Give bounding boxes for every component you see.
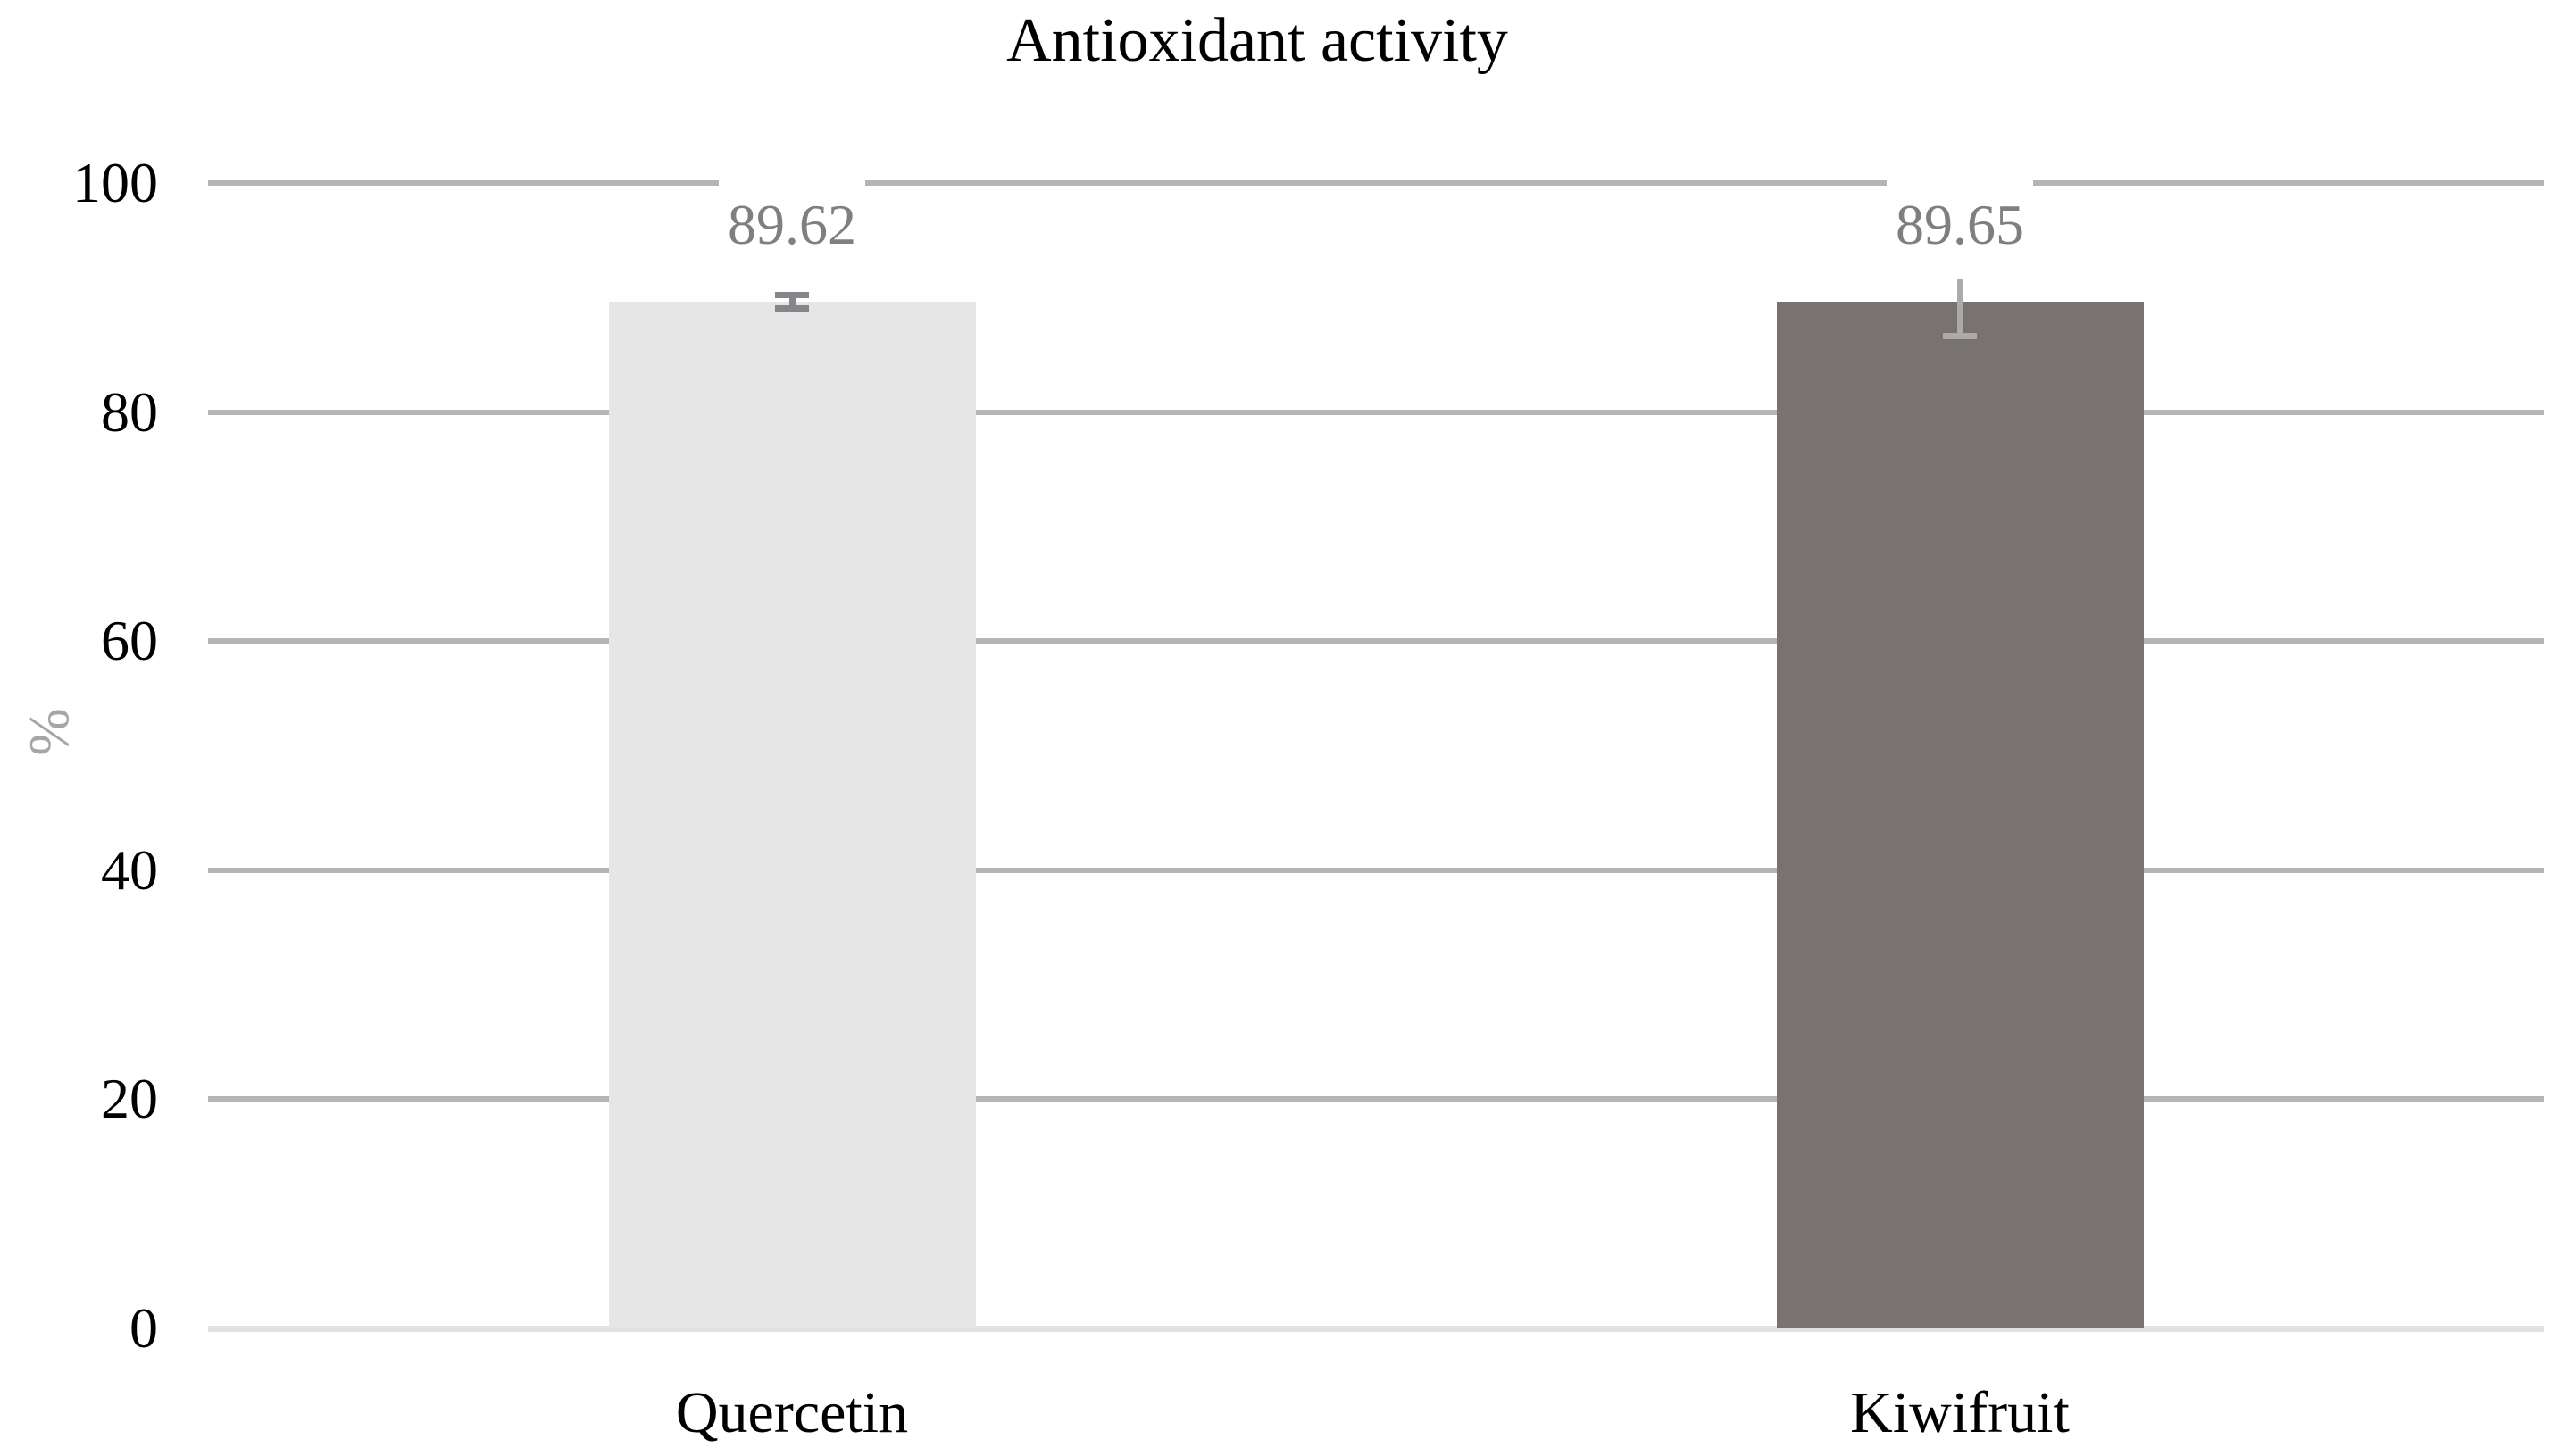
bar-kiwifruit	[1776, 301, 2144, 1328]
error-bar-cap-bottom-quercetin	[775, 305, 809, 312]
x-axis-line	[208, 1325, 2544, 1332]
bar-quercetin	[608, 302, 976, 1328]
y-tick-label-100: 100	[72, 151, 158, 214]
error-bar-line-kiwifruit	[1956, 279, 1963, 337]
gridline-20	[208, 1096, 2544, 1102]
x-axis-label-kiwifruit: Kiwifruit	[1850, 1380, 2070, 1445]
chart-title: Antioxidant activity	[1006, 6, 1508, 75]
gridline-80	[208, 409, 2544, 415]
y-tick-label-80: 80	[101, 379, 158, 444]
y-tick-label-60: 60	[101, 609, 158, 673]
y-tick-label-40: 40	[101, 837, 158, 902]
y-axis-title: %	[17, 708, 80, 756]
gridline-40	[208, 867, 2544, 873]
bar-value-label-quercetin: 89.62	[719, 173, 865, 277]
y-tick-label-20: 20	[101, 1067, 158, 1131]
bar-value-label-kiwifruit: 89.65	[1887, 173, 2033, 277]
x-axis-label-quercetin: Quercetin	[675, 1380, 909, 1445]
gridline-60	[208, 638, 2544, 645]
error-bar-cap-top-quercetin	[775, 292, 809, 299]
gridline-100	[208, 180, 2544, 186]
y-tick-label-0: 0	[129, 1296, 158, 1360]
error-bar-line-quercetin	[788, 295, 796, 309]
error-bar-cap-bottom-kiwifruit	[1943, 333, 1977, 340]
